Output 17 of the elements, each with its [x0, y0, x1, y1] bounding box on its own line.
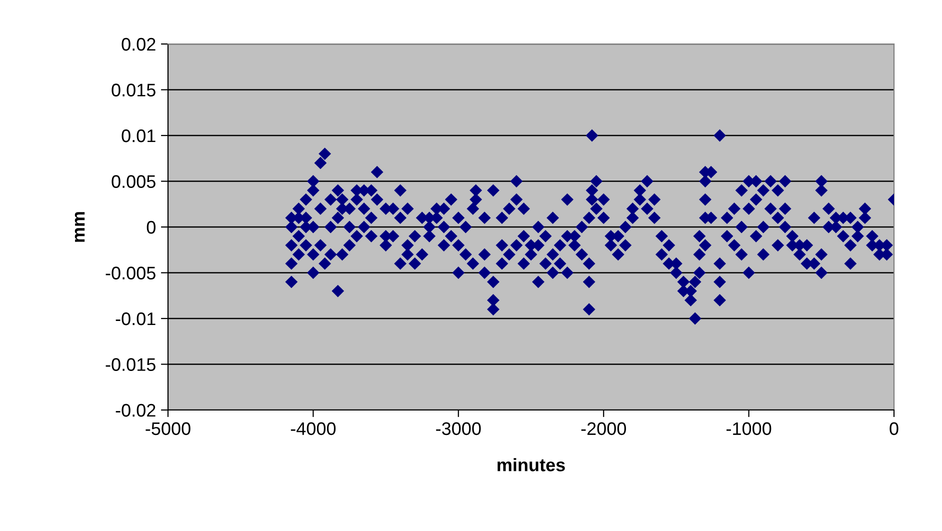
x-tick-label: -3000 [436, 422, 481, 436]
x-tick-label: 0 [890, 422, 898, 436]
y-tick-label: 0.01 [122, 129, 156, 142]
y-tick-label: -0.02 [116, 404, 156, 417]
y-tick-label: -0.01 [116, 312, 156, 326]
y-tick-label: -0.005 [106, 266, 156, 280]
x-tick-label: -1000 [726, 422, 772, 436]
x-axis-title: minutes [498, 458, 565, 472]
y-tick-label: 0.02 [122, 38, 156, 51]
x-tick-label: -4000 [290, 422, 336, 436]
y-axis-title: mm [74, 212, 85, 242]
y-tick-label: 0 [146, 220, 156, 234]
x-tick-label: -5000 [146, 422, 190, 436]
y-tick-label: -0.015 [106, 358, 156, 371]
y-tick-label: 0.005 [112, 175, 156, 188]
y-tick-label: 0.015 [112, 84, 156, 96]
x-tick-label: -2000 [581, 422, 626, 436]
